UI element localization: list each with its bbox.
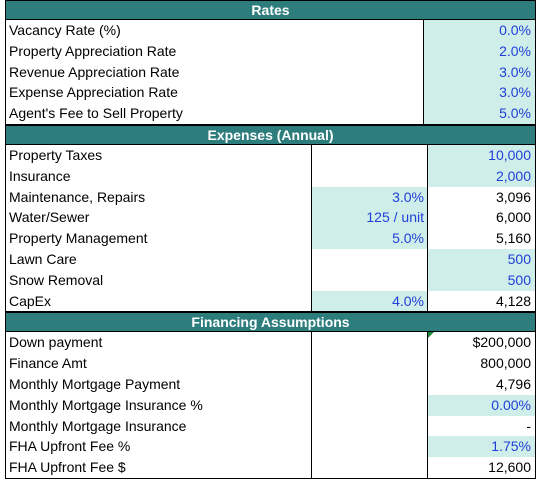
down-payment-label: Down payment <box>6 332 312 354</box>
table-row: Revenue Appreciation Rate 3.0% <box>6 61 535 83</box>
table-row: Maintenance, Repairs 3.0% 3,096 <box>6 186 535 208</box>
property-taxes-rate <box>312 144 428 166</box>
insurance-rate <box>312 165 428 187</box>
property-appreciation-label: Property Appreciation Rate <box>6 40 424 62</box>
mortgage-insurance-value: - <box>526 417 531 434</box>
table-row: Vacancy Rate (%) 0.0% <box>6 20 535 41</box>
capex-value: 4,128 <box>495 292 531 309</box>
property-taxes-label: Property Taxes <box>6 144 312 166</box>
table-row: Agent's Fee to Sell Property 5.0% <box>6 103 535 124</box>
finance-amt-label: Finance Amt <box>6 353 312 374</box>
property-management-label: Property Management <box>6 228 312 249</box>
snow-removal-rate <box>312 269 428 291</box>
lawn-care-label: Lawn Care <box>6 248 312 270</box>
table-row: Water/Sewer 125 / unit 6,000 <box>6 207 535 229</box>
mortgage-insurance-spacer <box>312 415 428 437</box>
expenses-header: Expenses (Annual) <box>5 124 536 144</box>
capex-rate-input[interactable]: 4.0% <box>312 290 428 312</box>
financing-header: Financing Assumptions <box>5 312 536 332</box>
table-row: Property Taxes 10,000 <box>6 144 535 166</box>
table-row: Property Management 5.0% 5,160 <box>6 228 535 249</box>
maintenance-rate-input[interactable]: 3.0% <box>312 186 428 208</box>
lawn-care-rate <box>312 248 428 270</box>
water-sewer-value: 6,000 <box>495 209 531 226</box>
capex-label: CapEx <box>6 290 312 312</box>
property-management-value: 5,160 <box>495 230 531 247</box>
expense-appreciation-input[interactable]: 3.0% <box>424 82 535 104</box>
maintenance-value: 3,096 <box>495 188 531 205</box>
monthly-mortgage-payment-spacer <box>312 373 428 395</box>
down-payment-value[interactable]: $200,000 <box>428 332 535 353</box>
expenses-table: Property Taxes 10,000 Insurance 2,000 Ma… <box>5 143 536 313</box>
fha-fee-dollar-label: FHA Upfront Fee $ <box>6 457 312 478</box>
snow-removal-label: Snow Removal <box>6 269 312 291</box>
expense-appreciation-label: Expense Appreciation Rate <box>6 82 424 104</box>
fha-fee-dollar-spacer <box>312 457 428 478</box>
fha-fee-pct-label: FHA Upfront Fee % <box>6 436 312 458</box>
spreadsheet: Rates Vacancy Rate (%) 0.0% Property App… <box>5 0 536 479</box>
snow-removal-input[interactable]: 500 <box>428 269 535 291</box>
insurance-input[interactable]: 2,000 <box>428 165 535 187</box>
property-management-rate-input[interactable]: 5.0% <box>312 228 428 249</box>
mortgage-insurance-pct-spacer <box>312 394 428 416</box>
property-taxes-input[interactable]: 10,000 <box>428 144 535 166</box>
table-row: FHA Upfront Fee % 1.75% <box>6 436 535 458</box>
vacancy-rate-label: Vacancy Rate (%) <box>6 20 424 41</box>
mortgage-insurance-pct-label: Monthly Mortgage Insurance % <box>6 394 312 416</box>
table-row: CapEx 4.0% 4,128 <box>6 290 535 312</box>
monthly-mortgage-payment-label: Monthly Mortgage Payment <box>6 373 312 395</box>
fha-fee-pct-spacer <box>312 436 428 458</box>
financing-table: Down payment $200,000 Finance Amt 800,00… <box>5 331 536 479</box>
rates-table: Vacancy Rate (%) 0.0% Property Appreciat… <box>5 19 536 125</box>
table-row: Property Appreciation Rate 2.0% <box>6 40 535 62</box>
table-row: Lawn Care 500 <box>6 248 535 270</box>
maintenance-label: Maintenance, Repairs <box>6 186 312 208</box>
mortgage-insurance-pct-input[interactable]: 0.00% <box>428 394 535 416</box>
finance-amt-value: 800,000 <box>480 355 531 372</box>
insurance-label: Insurance <box>6 165 312 187</box>
water-sewer-label: Water/Sewer <box>6 207 312 229</box>
finance-amt-spacer <box>312 353 428 374</box>
water-sewer-rate-input[interactable]: 125 / unit <box>312 207 428 229</box>
down-payment-spacer <box>312 332 428 354</box>
table-row: Monthly Mortgage Insurance % 0.00% <box>6 394 535 416</box>
revenue-appreciation-input[interactable]: 3.0% <box>424 61 535 83</box>
table-row: Down payment $200,000 <box>6 332 535 354</box>
table-row: Expense Appreciation Rate 3.0% <box>6 82 535 104</box>
table-row: Monthly Mortgage Payment 4,796 <box>6 373 535 395</box>
table-row: Monthly Mortgage Insurance - <box>6 415 535 437</box>
fha-fee-pct-input[interactable]: 1.75% <box>428 436 535 458</box>
fha-fee-dollar-value: 12,600 <box>488 459 531 476</box>
monthly-mortgage-payment-value: 4,796 <box>495 375 531 392</box>
agent-fee-input[interactable]: 5.0% <box>424 103 535 124</box>
table-row: Snow Removal 500 <box>6 269 535 291</box>
mortgage-insurance-label: Monthly Mortgage Insurance <box>6 415 312 437</box>
table-row: FHA Upfront Fee $ 12,600 <box>6 457 535 478</box>
table-row: Insurance 2,000 <box>6 165 535 187</box>
vacancy-rate-input[interactable]: 0.0% <box>424 20 535 41</box>
property-appreciation-input[interactable]: 2.0% <box>424 40 535 62</box>
revenue-appreciation-label: Revenue Appreciation Rate <box>6 61 424 83</box>
lawn-care-input[interactable]: 500 <box>428 248 535 270</box>
table-row: Finance Amt 800,000 <box>6 353 535 374</box>
agent-fee-label: Agent's Fee to Sell Property <box>6 103 424 124</box>
rates-header: Rates <box>5 0 536 19</box>
